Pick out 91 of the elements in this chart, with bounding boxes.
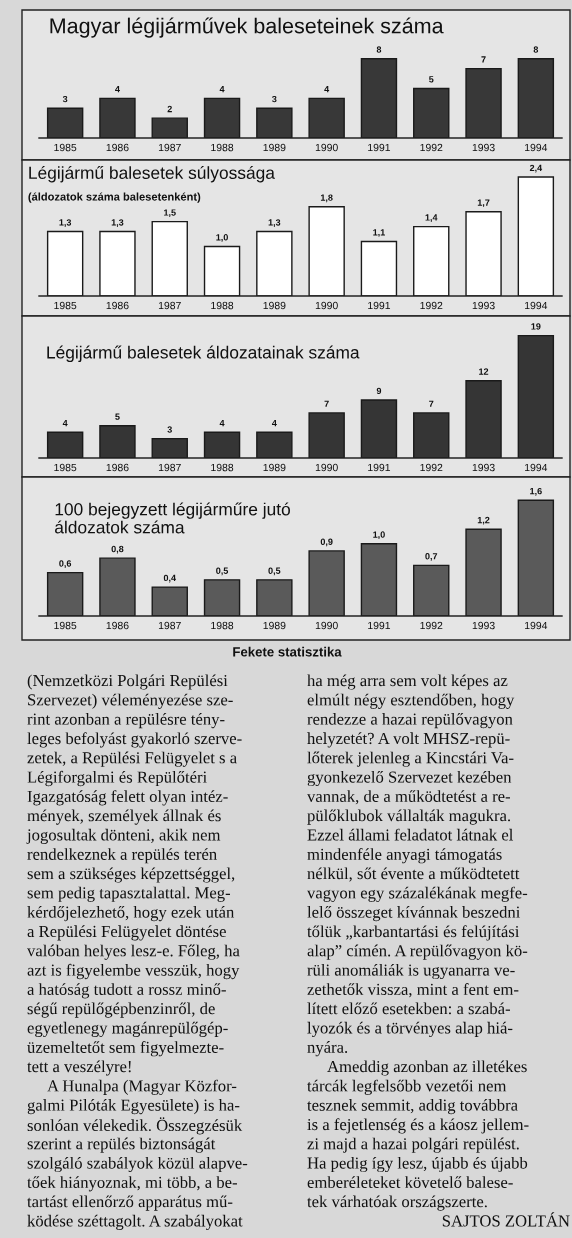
text: ha még arra sem volt képes az elmúlt négy esztendőben, hogy rendezze a hazai repülővagyon helyzetét? A volt MHSZ-repü- lőterek jelenleg a Kincstári Va- gyonkezelő Szervezet kezében vannak, de a működtetést a re- pülőklubok vállalták magukra. Ezzel állami feladatot látnak el mindenféle anyagi támogatás nélkül, sőt évente a működtetett vagyon egy százalékának megfe- lelő összeget kívánnak beszedni tőlük „karbantartási és felújítási alap” címén. A repülővagyon kö- rüli anomáliák is ugyanarra ve- zethetők vissza, mint a fent em- lített előző esetekben: a szabá- lyozók és a törvényes alap hiá- nyára. [307, 674, 528, 1057]
data-label: 1,8 [320, 194, 333, 203]
x-tick-label: 1992 [420, 621, 443, 630]
data-label: 1,0 [373, 531, 385, 540]
data-label: 2 [167, 105, 172, 113]
data-label: 4 [115, 86, 120, 93]
x-tick-label: 1990 [315, 463, 338, 472]
x-tick-label: 1992 [420, 143, 443, 152]
data-label: 19 [531, 323, 541, 330]
x-tick-label: 1987 [158, 143, 181, 152]
data-label: 0,8 [111, 545, 124, 554]
data-label: 1,1 [373, 229, 385, 237]
data-label: 0,5 [268, 567, 281, 576]
data-label: 9 [376, 387, 382, 395]
text: (Nemzetközi Polgári Repülési Szervezet) véleményezése sze- rint azonban a repülésre tény- leges befolyást gyakorló szerve- zetek, a Repülési Felügyelet s a Légiforgalmi és Repülőtéri Igazgatóság felett olyan intéz- mények, személyek állnak és jogosultak dönteni, akik nem rendelkeznek a repülés terén sem a szükséges képzettséggel, sem pedig tapasztalattal. Meg- kérdőjelezhető, hogy ezek után a Repülési Felügyelet döntése valóban helyes lesz-e. Főleg, ha azt is figyelembe vesszük, hogy a hatóság tudott a rossz minő- ségű repülőgépbenzinről, de egyetlenegy magánrepülőgép- üzemeltetőt sem figyelmezte- tett a veszélyre! [26, 674, 242, 1076]
data-label: 5 [429, 76, 434, 83]
x-tick-label: 1991 [368, 463, 391, 472]
x-tick-label: 1988 [211, 621, 234, 630]
x-tick-label: 1987 [158, 463, 181, 472]
data-label: 4 [219, 419, 225, 427]
text: Fekete statisztika [233, 646, 342, 657]
x-tick-label: 1993 [472, 621, 495, 630]
data-label: 1,2 [477, 516, 490, 525]
chart-title: Magyar légijárművek baleseteinek száma [50, 17, 444, 38]
x-tick-label: 1989 [263, 463, 286, 472]
x-tick-label: 1985 [54, 621, 77, 630]
data-label: 1,3 [268, 219, 281, 227]
text: 100 bejegyzett légijárműre jutó áldozatok száma [55, 502, 290, 534]
data-label: 1,3 [111, 219, 124, 227]
text: A Hunalpa (Magyar Közfor- galmi Pilóták Egyesülete) is ha- sonlóan vélekedik. Összegzésük szerint a repülés biztonságát szolgáló szabályok közül alapve- tőek hiányoznak, mi több, a be- tartást ellenőrző apparátus mű- ködése széttagolt. A szabályokat [27, 1079, 248, 1230]
x-tick-label: 1990 [315, 143, 338, 152]
x-tick-label: 1992 [420, 463, 443, 472]
text: Légijármű balesetek áldozatainak száma [47, 345, 360, 362]
data-label: 8 [533, 46, 539, 53]
x-tick-label: 1985 [54, 301, 77, 310]
x-tick-label: 1994 [525, 621, 548, 630]
text: SAJTOS ZOLTÁN [442, 1212, 570, 1227]
data-label: 8 [376, 46, 382, 53]
x-tick-label: 1988 [211, 143, 234, 152]
data-label: 7 [324, 400, 329, 407]
data-label: 0,6 [59, 560, 72, 568]
data-label: 1,4 [425, 214, 438, 222]
data-label: 0,7 [425, 553, 438, 561]
x-tick-label: 1986 [106, 301, 129, 310]
data-label: 1,3 [59, 219, 72, 227]
x-tick-label: 1993 [472, 463, 495, 472]
data-label: 1,6 [530, 487, 542, 496]
x-tick-label: 1991 [368, 301, 391, 310]
x-tick-label: 1994 [525, 143, 548, 152]
x-tick-label: 1991 [368, 621, 391, 630]
x-tick-label: 1989 [263, 621, 286, 630]
data-label: 12 [479, 368, 489, 375]
x-tick-label: 1986 [106, 143, 129, 152]
data-label: 5 [115, 413, 120, 420]
x-tick-label: 1988 [211, 301, 234, 310]
data-label: 7 [429, 400, 434, 407]
x-tick-label: 1985 [54, 463, 77, 472]
x-tick-label: 1990 [315, 301, 338, 310]
data-label: 4 [271, 419, 277, 427]
data-label: 1,5 [164, 209, 176, 218]
data-label: 3 [272, 95, 277, 103]
x-tick-label: 1988 [211, 463, 234, 472]
text: Ameddig azonban az illetékes tárcák legfelsőbb vezetői nem tesznek semmit, addig továbbra is a fejetlenség és a káosz jellem- zi majd a hazai polgári repülést. Ha pedig így lesz, újabb és újabb emberéleteket követelő balese- tek várhatóak országszerte. [307, 1060, 529, 1211]
data-label: 2,4 [529, 164, 543, 173]
x-tick-label: 1986 [106, 621, 129, 630]
x-tick-label: 1985 [54, 143, 77, 152]
x-tick-label: 1994 [525, 463, 548, 472]
x-tick-label: 1993 [472, 143, 495, 152]
data-label: 0,5 [216, 567, 229, 576]
x-tick-label: 1987 [158, 621, 181, 630]
text: (áldozatok száma balesetenként) [28, 192, 201, 203]
data-label: 3 [62, 95, 68, 103]
x-tick-label: 1994 [525, 301, 548, 310]
data-label: 1,0 [216, 234, 228, 242]
x-tick-label: 1986 [106, 463, 129, 472]
data-label: 4 [324, 86, 330, 93]
data-label: 1,7 [477, 199, 490, 208]
data-label: 7 [481, 56, 486, 63]
x-tick-label: 1993 [472, 301, 495, 310]
x-tick-label: 1991 [368, 143, 391, 152]
data-label: 0,9 [320, 538, 333, 547]
data-label: 3 [167, 426, 172, 433]
chart-title: Légijármű balesetek súlyossága [29, 166, 275, 183]
data-label: 4 [62, 419, 68, 427]
x-tick-label: 1989 [263, 301, 286, 310]
x-tick-label: 1989 [263, 143, 286, 152]
x-tick-label: 1992 [420, 301, 443, 310]
data-label: 4 [219, 86, 225, 93]
x-tick-label: 1987 [158, 301, 181, 310]
data-label: 0,4 [163, 574, 176, 583]
x-tick-label: 1990 [315, 621, 338, 630]
